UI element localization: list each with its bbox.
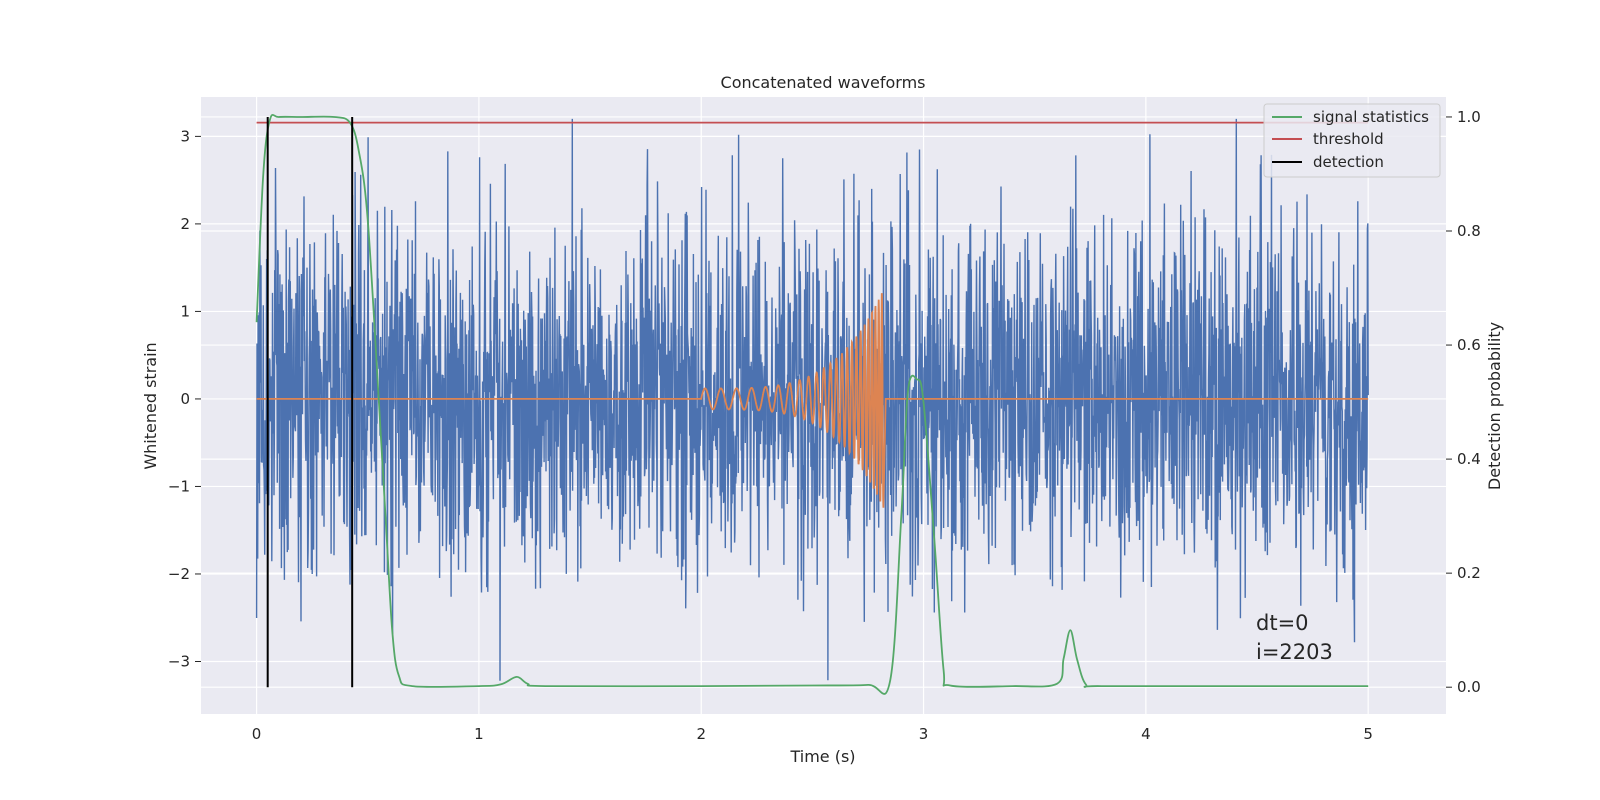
signal-statistics-line: [255, 113, 1369, 695]
y-left-tick-label: 3: [180, 127, 190, 145]
legend-box: [1263, 103, 1441, 178]
y-right-tick-label: 0.0: [1457, 678, 1481, 696]
x-tick-label: 4: [1141, 725, 1151, 743]
waveform-series-line: [256, 293, 1369, 508]
y-left-tick-label: 1: [180, 302, 190, 320]
chart-title: Concatenated waveforms: [721, 73, 926, 92]
x-tick-label: 2: [696, 725, 706, 743]
x-tick-label: 1: [474, 725, 484, 743]
y-right-tick-label: 1.0: [1457, 108, 1481, 126]
y-right-tick-label: 0.8: [1457, 222, 1481, 240]
y-left-tick-label: −3: [168, 652, 190, 670]
noise-series-line: [255, 118, 1369, 681]
x-tick-label: 0: [252, 725, 262, 743]
y-right-tick-label: 0.2: [1457, 564, 1481, 582]
y-left-tick-label: −2: [168, 565, 190, 583]
series-group: [255, 113, 1369, 695]
y-right-tick-label: 0.4: [1457, 450, 1481, 468]
y-left-tick-label: −1: [168, 477, 190, 495]
legend-label-detection: detection: [1313, 153, 1384, 171]
y-axis-label-right: Detection probability: [1485, 322, 1504, 490]
x-axis-label: Time (s): [789, 747, 855, 766]
legend-label-threshold: threshold: [1313, 130, 1384, 148]
legend-label-signal-statistics: signal statistics: [1313, 108, 1429, 126]
x-tick-label: 5: [1363, 725, 1373, 743]
y-left-tick-label: 0: [180, 390, 190, 408]
y-left-tick-label: 2: [180, 215, 190, 233]
y-right-tick-label: 0.6: [1457, 336, 1481, 354]
x-tick-label: 3: [919, 725, 929, 743]
legend: signal statistics threshold detection: [1263, 103, 1441, 178]
annotation-i: i=2203: [1256, 640, 1333, 664]
plot-area: [255, 113, 1369, 695]
axes: 0 1 2 3 4 5 3 2 1 0 −1 −2 −3 1.0 0.8 0.6 0.4 0.2 0.0: [168, 108, 1481, 743]
y-axis-label-left: Whitened strain: [141, 342, 160, 469]
annotation-dt: dt=0: [1256, 611, 1309, 635]
